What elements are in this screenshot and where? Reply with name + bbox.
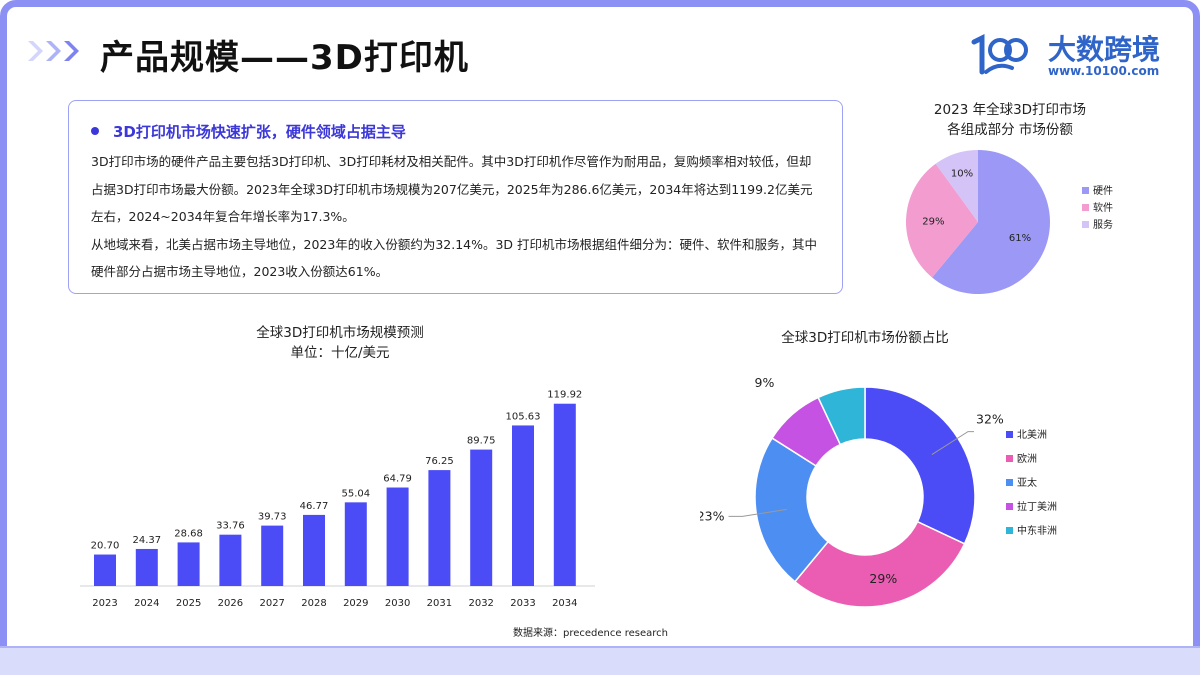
donut-slice-1 bbox=[793, 520, 966, 608]
pie-data-label: 10% bbox=[951, 169, 973, 180]
x-tick-label: 2025 bbox=[176, 598, 201, 609]
market-size-chart-title: 全球3D打印机市场规模预测 单位：十亿/美元 bbox=[190, 323, 490, 363]
x-tick-label: 2026 bbox=[218, 598, 243, 609]
x-tick-label: 2028 bbox=[301, 598, 326, 609]
legend-label: 硬件 bbox=[1093, 185, 1113, 197]
pie-data-label: 29% bbox=[922, 217, 944, 228]
bar-2028 bbox=[303, 514, 325, 586]
bullet-dot-icon bbox=[91, 126, 99, 135]
legend-swatch bbox=[1006, 503, 1013, 510]
legend-label: 欧洲 bbox=[1017, 453, 1037, 465]
bar-2029 bbox=[344, 502, 367, 586]
bar-value-label: 76.25 bbox=[425, 456, 454, 467]
bar-value-label: 28.68 bbox=[174, 528, 203, 539]
bar-2033 bbox=[512, 425, 534, 586]
summary-heading: 3D打印机市场快速扩张，硬件领域占据主导 bbox=[91, 121, 406, 142]
source-note: 数据来源：precedence research bbox=[513, 628, 668, 639]
bar-value-label: 20.70 bbox=[91, 541, 120, 552]
market-size-bar-chart: 20.70 2023 24.37 2024 28.68 2025 33.76 2026 39.7… bbox=[80, 390, 595, 609]
bar-value-label: 89.75 bbox=[467, 436, 496, 447]
page-title: 产品规模——3D打印机 bbox=[100, 38, 469, 78]
x-tick-label: 2023 bbox=[92, 598, 117, 609]
bottom-band bbox=[0, 646, 1200, 675]
donut-slice-4 bbox=[817, 386, 866, 446]
logo-url: www.10100.com bbox=[1048, 64, 1160, 78]
donut-slice-2 bbox=[754, 437, 830, 583]
bar-value-label: 105.63 bbox=[506, 411, 541, 422]
legend-swatch bbox=[1006, 431, 1013, 438]
bar-value-label: 64.79 bbox=[383, 474, 412, 485]
legend-swatch bbox=[1082, 204, 1089, 211]
brand-logo: 大数跨境 www.10100.com bbox=[968, 28, 1168, 88]
component-chart-title-line1: 2023 年全球3D打印市场 bbox=[933, 102, 1087, 118]
donut-data-label: 29% bbox=[869, 571, 897, 586]
logo-brand-name: 大数跨境 bbox=[1048, 33, 1161, 66]
component-chart-title: 2023 年全球3D打印市场 各组成部分 市场份额 bbox=[895, 100, 1125, 140]
summary-paragraph: 3D打印市场的硬件产品主要包括3D打印机、3D打印耗材及相关配件。其中3D打印机… bbox=[91, 154, 813, 224]
legend-swatch bbox=[1082, 187, 1089, 194]
summary-body: 3D打印市场的硬件产品主要包括3D打印机、3D打印耗材及相关配件。其中3D打印机… bbox=[91, 148, 821, 286]
donut-leader-line bbox=[728, 508, 787, 517]
legend-swatch bbox=[1006, 527, 1013, 534]
legend-label: 中东非洲 bbox=[1017, 524, 1057, 537]
bar-value-label: 33.76 bbox=[216, 521, 245, 532]
bar-value-label: 24.37 bbox=[132, 535, 161, 546]
legend-label: 亚太 bbox=[1017, 476, 1037, 489]
summary-box: 3D打印机市场快速扩张，硬件领域占据主导 3D打印市场的硬件产品主要包括3D打印… bbox=[68, 100, 843, 294]
legend-swatch bbox=[1006, 455, 1013, 462]
region-chart-title: 全球3D打印机市场份额占比 bbox=[781, 330, 949, 346]
x-tick-label: 2034 bbox=[552, 598, 577, 609]
legend-label: 服务 bbox=[1093, 218, 1113, 231]
bar-2031 bbox=[428, 470, 451, 586]
summary-heading-text: 3D打印机市场快速扩张，硬件领域占据主导 bbox=[113, 123, 406, 141]
bar-2027 bbox=[261, 525, 284, 586]
pie-slice-1 bbox=[906, 163, 978, 278]
logo-mark-icon bbox=[971, 33, 1028, 75]
x-tick-label: 2032 bbox=[468, 598, 493, 609]
x-tick-label: 2031 bbox=[427, 598, 452, 609]
legend-label: 拉丁美洲 bbox=[1017, 500, 1057, 513]
bar-value-label: 46.77 bbox=[300, 501, 329, 512]
legend-label: 软件 bbox=[1093, 201, 1113, 214]
x-tick-label: 2027 bbox=[259, 598, 284, 609]
bar-value-label: 39.73 bbox=[258, 512, 287, 523]
chevron-decoration-icon bbox=[28, 41, 79, 61]
market-size-chart-title-line1: 全球3D打印机市场规模预测 bbox=[256, 325, 424, 341]
component-chart-title-line2: 各组成部分 市场份额 bbox=[947, 122, 1073, 138]
pie-data-label: 61% bbox=[1009, 233, 1031, 244]
bar-2023 bbox=[94, 554, 116, 586]
x-tick-label: 2024 bbox=[134, 598, 159, 609]
donut-data-label: 32% bbox=[976, 412, 1004, 427]
market-size-chart-title-line2: 单位：十亿/美元 bbox=[290, 345, 390, 361]
bar-value-label: 119.92 bbox=[547, 390, 582, 401]
x-tick-label: 2029 bbox=[343, 598, 368, 609]
donut-leader-line bbox=[931, 431, 975, 455]
summary-paragraph: 从地域来看，北美占据市场主导地位，2023年的收入份额约为32.14%。3D 打… bbox=[91, 236, 818, 280]
bar-2026 bbox=[219, 534, 242, 586]
pie-slice-2 bbox=[935, 150, 978, 222]
bar-2032 bbox=[470, 449, 493, 586]
legend-label: 北美洲 bbox=[1017, 428, 1047, 441]
bar-2030 bbox=[386, 487, 409, 586]
bar-value-label: 55.04 bbox=[341, 488, 370, 499]
bar-2034 bbox=[553, 403, 576, 586]
legend-swatch bbox=[1082, 221, 1089, 228]
legend-swatch bbox=[1006, 479, 1013, 486]
bar-2025 bbox=[177, 542, 200, 586]
donut-slice-0 bbox=[864, 386, 976, 545]
x-tick-label: 2030 bbox=[385, 598, 410, 609]
pie-slice-0 bbox=[932, 150, 1050, 294]
donut-data-label: 23% bbox=[700, 508, 725, 523]
bar-2024 bbox=[135, 548, 158, 586]
x-tick-label: 2033 bbox=[510, 598, 535, 609]
donut-data-label: 9% bbox=[755, 375, 775, 390]
